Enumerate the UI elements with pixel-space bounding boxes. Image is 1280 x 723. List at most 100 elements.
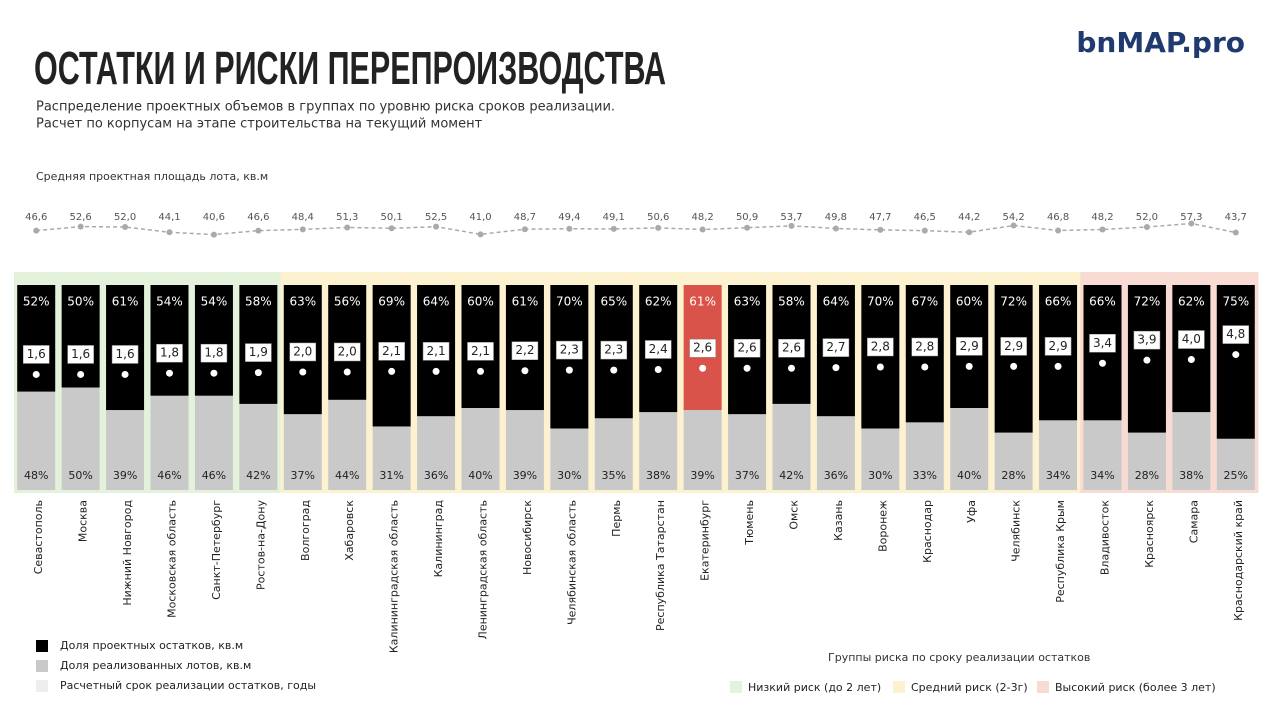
legend-swatch bbox=[36, 640, 48, 652]
x-tick-label: Челябинск bbox=[1010, 500, 1023, 562]
bar bbox=[194, 395, 233, 490]
bar bbox=[861, 285, 900, 429]
line-value-label: 52,6 bbox=[70, 212, 92, 223]
line-point bbox=[610, 225, 617, 232]
term-dot bbox=[521, 367, 529, 375]
term-label: 2,1 bbox=[471, 344, 490, 358]
term-box bbox=[1222, 325, 1250, 344]
term-dot bbox=[210, 369, 218, 377]
term-label: 4,0 bbox=[1182, 332, 1201, 346]
term-label: 1,6 bbox=[116, 347, 135, 361]
group-swatch bbox=[1037, 681, 1049, 693]
x-tick-label: Краснодарский край bbox=[1232, 500, 1245, 621]
line-value-label: 40,6 bbox=[203, 212, 225, 223]
value-label: 46% bbox=[202, 469, 226, 482]
term-dot bbox=[1143, 356, 1151, 364]
line-value-label: 43,7 bbox=[1225, 212, 1247, 223]
line-value-label: 47,7 bbox=[869, 212, 891, 223]
bar bbox=[905, 422, 944, 490]
x-tick-label: Уфа bbox=[965, 500, 978, 523]
x-tick-label: Самара bbox=[1187, 500, 1200, 543]
term-label: 2,6 bbox=[693, 341, 712, 355]
value-label: 44% bbox=[335, 469, 359, 482]
x-tick-label: Екатеринбург bbox=[699, 500, 712, 581]
term-box bbox=[289, 342, 317, 362]
groups-title: Группы риска по сроку реализации остатко… bbox=[828, 651, 1090, 664]
x-tick-label: Воронеж bbox=[876, 500, 889, 552]
value-label: 34% bbox=[1090, 469, 1114, 482]
bar bbox=[1172, 412, 1211, 490]
line-point bbox=[832, 225, 839, 232]
line-point bbox=[877, 226, 884, 233]
term-dot bbox=[565, 366, 573, 374]
term-dot bbox=[166, 369, 173, 377]
term-box bbox=[333, 342, 361, 362]
line-value-label: 57,3 bbox=[1180, 212, 1202, 223]
group-swatch bbox=[893, 681, 905, 693]
term-dot bbox=[1187, 356, 1195, 364]
chart-title: ОСТАТКИ И РИСКИ ПЕРЕПРОИЗВОДСТВА bbox=[34, 42, 666, 94]
term-label: 3,9 bbox=[1137, 333, 1156, 347]
line-point bbox=[1055, 227, 1062, 234]
value-label: 66% bbox=[1045, 295, 1072, 309]
line-value-label: 48,2 bbox=[692, 212, 714, 223]
term-box bbox=[422, 342, 450, 361]
value-label: 50% bbox=[68, 469, 92, 482]
term-box bbox=[1089, 334, 1116, 353]
bar bbox=[861, 428, 900, 490]
term-label: 2,8 bbox=[915, 340, 934, 354]
value-label: 72% bbox=[1134, 295, 1161, 309]
term-label: 2,9 bbox=[1004, 339, 1023, 353]
group-swatch bbox=[730, 681, 742, 693]
x-tick-label: Краснодар bbox=[921, 500, 934, 563]
term-label: 1,6 bbox=[71, 347, 90, 361]
line bbox=[36, 222, 1236, 236]
x-tick-label: Новосибирск bbox=[521, 500, 534, 575]
value-label: 63% bbox=[734, 295, 761, 309]
term-label: 2,1 bbox=[382, 344, 401, 358]
term-label: 2,2 bbox=[515, 343, 534, 357]
line-value-label: 49,1 bbox=[603, 212, 625, 223]
term-dot bbox=[1099, 359, 1106, 367]
value-label: 28% bbox=[1135, 469, 1159, 482]
x-tick-label: Ростов-на-Дону bbox=[254, 500, 267, 590]
value-label: 38% bbox=[1179, 469, 1203, 482]
value-label: 69% bbox=[378, 295, 405, 309]
term-label: 2,6 bbox=[782, 341, 801, 355]
value-label: 54% bbox=[201, 295, 228, 309]
line-value-label: 46,5 bbox=[914, 212, 936, 223]
bar bbox=[61, 285, 100, 388]
value-label: 39% bbox=[513, 469, 537, 482]
line-point bbox=[1010, 222, 1017, 229]
x-tick-label: Республика Татарстан bbox=[654, 500, 667, 631]
term-label: 2,1 bbox=[427, 344, 446, 358]
bar bbox=[150, 285, 189, 396]
term-box bbox=[245, 343, 272, 362]
line-value-label: 53,7 bbox=[780, 212, 802, 223]
x-tick-label: Владивосток bbox=[1099, 500, 1112, 575]
term-box bbox=[22, 345, 50, 364]
line-point bbox=[655, 224, 662, 231]
term-box bbox=[511, 341, 539, 360]
bar bbox=[150, 395, 189, 490]
term-box bbox=[1178, 330, 1205, 349]
bar bbox=[328, 399, 367, 490]
value-label: 70% bbox=[556, 295, 583, 309]
value-label: 61% bbox=[689, 295, 716, 309]
bar bbox=[1127, 432, 1166, 490]
term-dot bbox=[477, 367, 484, 375]
line-point bbox=[433, 223, 440, 230]
x-tick-label: Тюмень bbox=[743, 500, 756, 546]
term-label: 4,8 bbox=[1226, 327, 1245, 341]
line-point bbox=[966, 229, 973, 236]
line-point bbox=[788, 222, 795, 229]
term-label: 2,3 bbox=[560, 343, 579, 357]
bar bbox=[728, 414, 767, 490]
bar bbox=[461, 408, 500, 490]
term-dot bbox=[254, 369, 262, 377]
bar bbox=[194, 285, 233, 396]
value-label: 37% bbox=[291, 469, 315, 482]
value-label: 61% bbox=[112, 295, 139, 309]
line-point bbox=[521, 226, 528, 233]
